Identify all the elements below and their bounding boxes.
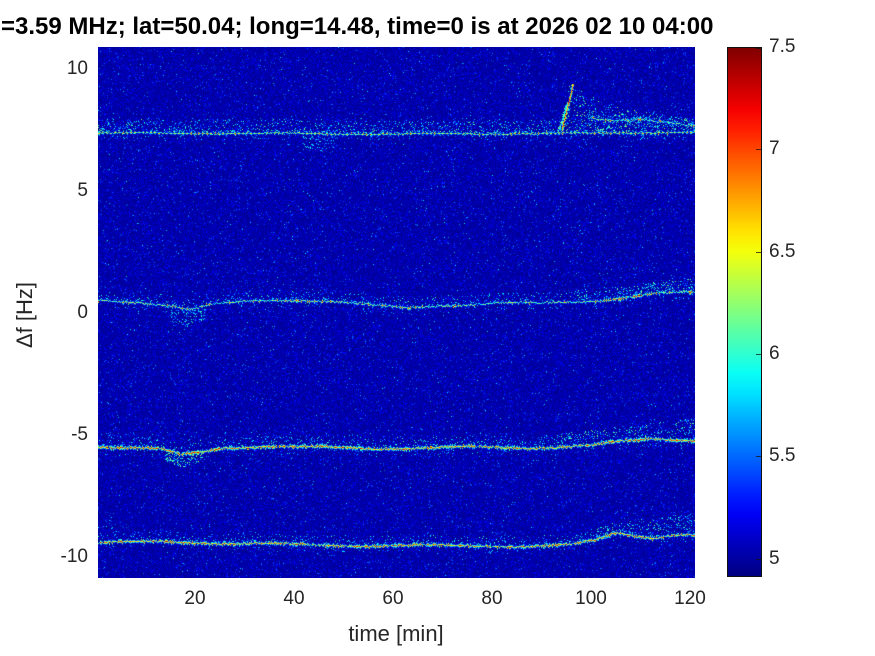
colorbar-tick-label: 5.5	[769, 445, 796, 466]
colorbar-tick-label: 5	[769, 548, 780, 569]
colorbar-tick-label: 7.5	[769, 36, 796, 57]
x-tick-label: 40	[283, 588, 305, 609]
x-axis-label: time [min]	[348, 621, 444, 646]
colorbar-tick-mark	[756, 559, 761, 560]
colorbar-tick-label: 6	[769, 343, 780, 364]
y-tick-label: 10	[66, 58, 88, 79]
y-tick-label: 0	[77, 302, 88, 323]
x-tick-label: 80	[481, 588, 503, 609]
colorbar-tick-label: 7	[769, 138, 780, 159]
x-tick-label: 120	[674, 588, 706, 609]
x-tick-label: 60	[382, 588, 404, 609]
colorbar-tick-label: 6.5	[769, 241, 796, 262]
x-tick-label: 100	[575, 588, 607, 609]
spectrogram-canvas	[98, 47, 695, 578]
colorbar	[727, 47, 762, 577]
colorbar-gradient	[728, 48, 761, 576]
y-tick-label: 5	[77, 180, 88, 201]
colorbar-tick-mark	[756, 149, 761, 150]
y-tick-label: -5	[71, 424, 88, 445]
colorbar-tick-mark	[756, 252, 761, 253]
plot-title: =3.59 MHz; lat=50.04; long=14.48, time=0…	[1, 13, 714, 40]
colorbar-tick-mark	[756, 48, 761, 49]
colorbar-tick-mark	[756, 456, 761, 457]
y-tick-label: -10	[60, 546, 88, 567]
colorbar-tick-mark	[756, 354, 761, 355]
x-tick-label: 20	[184, 588, 206, 609]
